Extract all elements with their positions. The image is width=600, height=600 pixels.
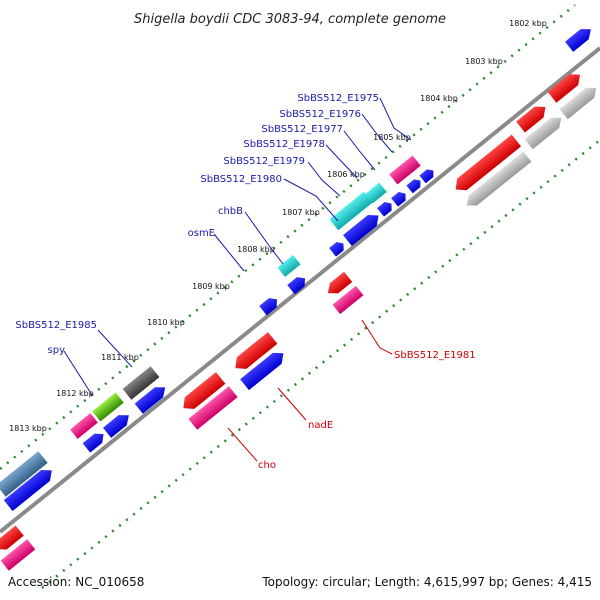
gene-label-sbbs512-e1975[interactable]: SbBS512_E1975 xyxy=(297,93,379,104)
gene-label-chbb[interactable]: chbB xyxy=(218,206,243,217)
gene-label-sbbs512-e1977[interactable]: SbBS512_E1977 xyxy=(261,124,343,135)
cds-reverse[interactable] xyxy=(516,102,550,133)
cds-forward[interactable] xyxy=(377,199,395,217)
outer-tick-ring xyxy=(0,4,576,470)
tick-label: 1806 kbp xyxy=(327,170,365,179)
pseudo-gene[interactable] xyxy=(463,151,532,210)
cyan-feature[interactable] xyxy=(277,255,301,277)
pink-feature[interactable] xyxy=(389,155,421,185)
cds-reverse[interactable] xyxy=(451,134,522,196)
cds-reverse[interactable] xyxy=(179,372,226,414)
cyan-feature[interactable] xyxy=(329,191,373,231)
label-leaders xyxy=(63,97,412,396)
reverse-label-leaders xyxy=(227,319,393,462)
cds-reverse[interactable] xyxy=(324,271,353,298)
gene-features xyxy=(0,24,600,571)
tick-label: 1809 kbp xyxy=(192,282,230,291)
inner-tick-ring xyxy=(41,139,600,589)
kbp-ticks: 1802 kbp 1803 kbp 1804 kbp 1805 kbp 1806 kbp… xyxy=(9,19,547,433)
green-feature[interactable] xyxy=(92,392,124,422)
tick-label: 1807 kbp xyxy=(282,208,320,217)
gene-label-sbbs512-e1985[interactable]: SbBS512_E1985 xyxy=(15,320,97,331)
tick-label: 1805 kbp xyxy=(373,133,411,142)
rna-feature[interactable] xyxy=(122,366,160,400)
gene-label-cho[interactable]: cho xyxy=(258,460,276,471)
cds-forward[interactable] xyxy=(565,24,595,52)
tick-label: 1804 kbp xyxy=(420,94,458,103)
pink-feature[interactable] xyxy=(0,539,36,571)
reverse-labels: SbBS512_E1981 nadE cho xyxy=(258,350,476,471)
gene-label-sbbs512-e1978[interactable]: SbBS512_E1978 xyxy=(243,139,325,150)
tick-label: 1802 kbp xyxy=(509,19,547,28)
cds-forward[interactable] xyxy=(419,167,436,184)
cds-forward[interactable] xyxy=(259,295,281,316)
cds-forward[interactable] xyxy=(240,348,288,391)
pink-feature[interactable] xyxy=(188,386,238,430)
cds-forward[interactable] xyxy=(134,382,170,414)
cds-forward[interactable] xyxy=(391,189,409,207)
cds-forward[interactable] xyxy=(3,465,56,512)
map-title: Shigella boydii CDC 3083-94, complete ge… xyxy=(134,12,446,27)
tick-label: 1810 kbp xyxy=(147,318,185,327)
pseudo-gene[interactable] xyxy=(559,83,600,120)
pink-feature[interactable] xyxy=(70,413,98,439)
cyan-feature[interactable] xyxy=(365,182,387,204)
tick-label: 1803 kbp xyxy=(465,57,503,66)
pink-feature[interactable] xyxy=(332,285,364,315)
cds-forward[interactable] xyxy=(103,410,133,438)
tick-label: 1813 kbp xyxy=(9,424,47,433)
pseudo-gene[interactable] xyxy=(524,113,566,150)
steel-feature[interactable] xyxy=(0,451,48,497)
forward-labels: SbBS512_E1975 SbBS512_E1976 SbBS512_E197… xyxy=(15,93,379,356)
genome-summary-text: Topology: circular; Length: 4,615,997 bp… xyxy=(261,575,592,589)
cds-reverse[interactable] xyxy=(547,69,585,103)
gene-label-sbbs512-e1980[interactable]: SbBS512_E1980 xyxy=(200,174,282,185)
gene-label-sbbs512-e1976[interactable]: SbBS512_E1976 xyxy=(279,109,361,120)
cds-forward[interactable] xyxy=(329,239,347,257)
gene-label-osme[interactable]: osmE xyxy=(188,228,215,239)
accession-text: Accession: NC_010658 xyxy=(8,575,144,589)
cds-forward[interactable] xyxy=(406,177,423,194)
gene-label-nade[interactable]: nadE xyxy=(308,420,333,431)
tick-label: 1808 kbp xyxy=(237,245,275,254)
cds-reverse[interactable] xyxy=(231,332,278,374)
cds-forward[interactable] xyxy=(82,429,108,453)
tick-label: 1811 kbp xyxy=(101,353,139,362)
tick-label: 1812 kbp xyxy=(56,389,94,398)
gene-label-spy[interactable]: spy xyxy=(48,345,66,356)
cds-reverse[interactable] xyxy=(0,525,24,555)
gene-label-sbbs512-e1979[interactable]: SbBS512_E1979 xyxy=(223,156,305,167)
gene-label-sbbs512-e1981[interactable]: SbBS512_E1981 xyxy=(394,350,476,361)
cds-forward[interactable] xyxy=(343,210,383,247)
cds-forward[interactable] xyxy=(287,274,309,295)
